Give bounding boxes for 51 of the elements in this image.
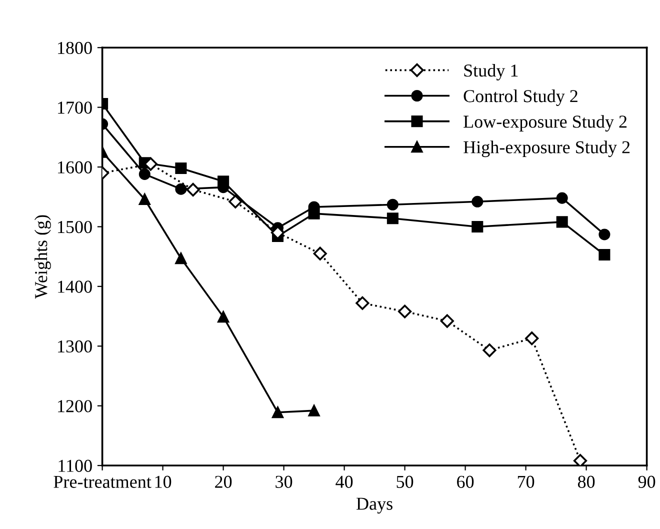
y-tick-label: 1500	[58, 220, 92, 234]
y-tick-label: 1600	[58, 161, 92, 174]
point	[175, 252, 187, 264]
point	[186, 182, 200, 196]
point	[482, 344, 496, 358]
x-tick-label: 50	[396, 476, 414, 488]
point	[175, 162, 187, 174]
point	[138, 168, 150, 180]
point	[472, 196, 484, 208]
point	[573, 454, 588, 466]
y-tick-label: 1700	[58, 102, 92, 114]
x-axis-title: Days	[356, 498, 392, 514]
x-tick-label: 40	[336, 476, 353, 488]
x-tick-label: 20	[215, 476, 232, 488]
x-tick-label: 80	[578, 476, 595, 488]
x-tick-label: 60	[457, 476, 474, 488]
point	[218, 176, 230, 188]
point	[313, 246, 327, 260]
x-tick-label: 10	[155, 476, 172, 488]
point	[386, 212, 398, 224]
y-tick-label: 1400	[58, 280, 92, 293]
x-tick-label: 90	[638, 476, 656, 488]
point	[598, 249, 610, 261]
point	[356, 296, 370, 310]
point	[398, 304, 412, 318]
point	[138, 193, 150, 206]
point	[308, 208, 320, 220]
point	[308, 404, 320, 416]
point	[272, 406, 284, 418]
point	[556, 192, 568, 204]
point	[440, 314, 454, 328]
point	[525, 332, 539, 346]
x-tick-label: 30	[276, 476, 292, 488]
legend-label: High-exposure Study 2	[464, 140, 630, 158]
point	[228, 194, 242, 208]
x-tick-label: 70	[518, 476, 534, 488]
point	[472, 220, 484, 232]
point	[556, 216, 568, 228]
legend-label: Low-exposure Study 2	[464, 115, 627, 132]
point	[598, 228, 610, 240]
y-tick-label: 1800	[58, 42, 92, 54]
point	[218, 311, 230, 323]
legend-label: Control Study 2	[464, 90, 578, 106]
legend-label: Study 1	[464, 64, 518, 80]
y-tick-label: 1100	[58, 460, 92, 472]
y-tick-label: 1300	[58, 340, 92, 353]
y-axis-title: Weights (g)	[34, 215, 51, 299]
y-tick-label: 1200	[58, 400, 92, 412]
point	[386, 198, 398, 210]
x-tick-label: Pre-treatment	[54, 476, 152, 488]
point	[175, 183, 187, 195]
